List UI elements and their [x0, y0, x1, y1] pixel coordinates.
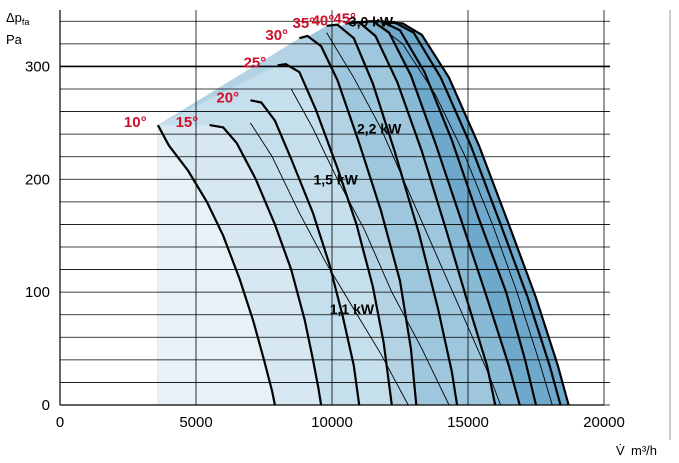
blade-angle-label: 20°: [216, 89, 239, 106]
blade-curve-1: [209, 124, 323, 406]
blade-angle-label: 45°: [333, 10, 356, 27]
blade-angle-label: 15°: [176, 114, 199, 131]
y-tick-label: 200: [25, 171, 50, 188]
blade-curve-5: [326, 23, 459, 406]
blade-curve-6: [345, 21, 497, 406]
blade-curve-2: [250, 99, 361, 406]
x-axis-unit: m³/h: [631, 443, 657, 458]
grid-lines: [59, 10, 671, 440]
power-curve-2: [326, 32, 502, 406]
y-axis-label: Δpfa: [6, 10, 29, 27]
power-curve-0: [250, 122, 409, 406]
x-tick-label: 10000: [311, 414, 353, 431]
blade-curve-9: [380, 20, 562, 406]
y-tick-label: 100: [25, 284, 50, 301]
power-label: 1,1 kW: [330, 301, 375, 317]
power-label: 2,2 kW: [357, 121, 402, 137]
fill-bands: [157, 21, 569, 406]
x-axis-label: V̇: [616, 443, 625, 458]
band-0: [157, 125, 275, 405]
x-tick-label: 5000: [179, 414, 212, 431]
curve-labels: 10° 15° 20° 25° 30° 35°40° 45° 1,1 kW 1,5 kW 2,2 …: [124, 10, 402, 317]
y-tick-label: 0: [42, 397, 50, 414]
blade-curve-8: [367, 20, 538, 406]
blade-angle-label: 40°: [312, 13, 335, 30]
blade-angle-label: 10°: [124, 114, 147, 131]
power-curve-1: [290, 88, 450, 406]
y-tick-label: 300: [25, 58, 50, 75]
axis-ticks: 0 100 200 300 0 5000 10000 15000 20000: [25, 58, 625, 431]
power-label: 3,0 kW: [349, 13, 394, 29]
x-tick-label: 0: [56, 414, 64, 431]
power-curve-3: [372, 20, 553, 406]
blade-angle-label: 25°: [244, 54, 267, 71]
blade-curve-3: [277, 63, 393, 406]
power-label: 1,5 kW: [313, 171, 358, 187]
blade-curve-4: [299, 34, 418, 406]
blade-curve-0: [156, 124, 276, 406]
x-tick-label: 20000: [583, 414, 625, 431]
blade-angle-label: 30°: [265, 27, 288, 44]
y-axis-unit: Pa: [6, 32, 23, 47]
blade-curve-10: [386, 21, 570, 406]
curves: [156, 20, 570, 406]
x-tick-label: 15000: [447, 414, 489, 431]
blade-angle-label: 35°: [293, 15, 316, 32]
